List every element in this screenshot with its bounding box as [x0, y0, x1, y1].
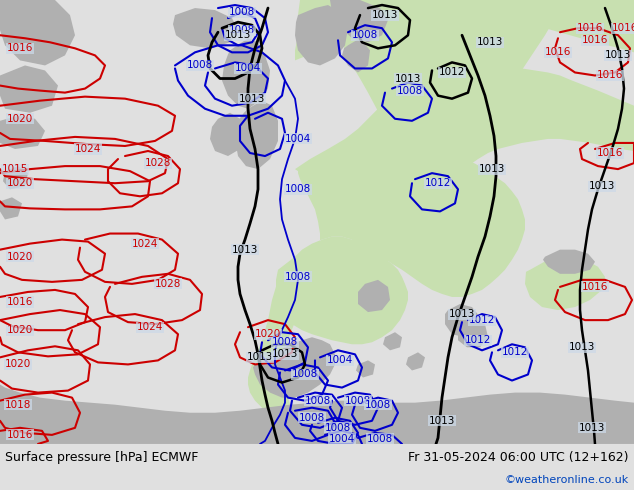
- Text: 1020: 1020: [7, 178, 33, 188]
- Text: 1018: 1018: [5, 400, 31, 410]
- Text: 1016: 1016: [597, 71, 623, 80]
- Text: 1016: 1016: [7, 430, 33, 440]
- Text: 1004: 1004: [285, 134, 311, 144]
- Polygon shape: [356, 360, 375, 377]
- Text: 1008: 1008: [299, 413, 325, 423]
- Text: 1012: 1012: [425, 178, 451, 188]
- Text: 1016: 1016: [545, 48, 571, 57]
- Text: 1013: 1013: [479, 164, 505, 174]
- Text: 1013: 1013: [589, 181, 615, 191]
- Text: 1016: 1016: [582, 282, 608, 292]
- Text: 1020: 1020: [7, 252, 33, 262]
- Text: 1008: 1008: [187, 60, 213, 71]
- Text: 1020: 1020: [7, 325, 33, 335]
- Polygon shape: [0, 0, 75, 66]
- Text: 1013: 1013: [569, 343, 595, 352]
- Text: 1008: 1008: [229, 25, 255, 35]
- Text: 1012: 1012: [465, 335, 491, 345]
- Polygon shape: [0, 116, 45, 149]
- Polygon shape: [295, 5, 348, 66]
- Text: ©weatheronline.co.uk: ©weatheronline.co.uk: [505, 475, 629, 485]
- Text: 1008: 1008: [229, 7, 255, 17]
- Text: 1016: 1016: [577, 23, 603, 33]
- Text: 1020: 1020: [255, 329, 281, 339]
- Polygon shape: [0, 383, 634, 444]
- Text: 1013: 1013: [579, 423, 605, 433]
- Text: 1013: 1013: [605, 50, 631, 60]
- Polygon shape: [306, 290, 350, 320]
- Text: 1008: 1008: [345, 395, 371, 406]
- Text: 1016: 1016: [7, 297, 33, 307]
- Text: 1008: 1008: [352, 30, 378, 40]
- Text: 1004: 1004: [235, 63, 261, 74]
- Text: 1013: 1013: [225, 30, 251, 40]
- Polygon shape: [358, 280, 390, 312]
- Text: 1016: 1016: [612, 23, 634, 33]
- Text: 1012: 1012: [439, 68, 465, 77]
- Text: 1013: 1013: [232, 245, 258, 255]
- Polygon shape: [173, 8, 238, 49]
- Polygon shape: [330, 0, 388, 42]
- Text: 1008: 1008: [292, 369, 318, 379]
- Text: 1020: 1020: [7, 114, 33, 124]
- Polygon shape: [248, 149, 525, 444]
- Polygon shape: [210, 113, 244, 156]
- Text: 1016: 1016: [597, 148, 623, 158]
- Text: 1020: 1020: [5, 359, 31, 369]
- Text: 1008: 1008: [397, 86, 423, 96]
- Text: 1008: 1008: [305, 395, 331, 406]
- Text: 1013: 1013: [372, 10, 398, 20]
- Text: 1012: 1012: [469, 315, 495, 325]
- Text: 1004: 1004: [329, 434, 355, 444]
- Text: 1016: 1016: [582, 35, 608, 45]
- Text: 1015: 1015: [2, 164, 28, 174]
- Text: 1024: 1024: [75, 144, 101, 154]
- Text: 1008: 1008: [285, 272, 311, 282]
- Polygon shape: [3, 166, 28, 189]
- Polygon shape: [0, 197, 22, 220]
- Polygon shape: [0, 66, 58, 113]
- Polygon shape: [402, 186, 508, 264]
- Polygon shape: [543, 249, 595, 274]
- Text: 1013: 1013: [395, 74, 421, 83]
- Polygon shape: [525, 257, 605, 310]
- Text: 1013: 1013: [239, 94, 265, 104]
- Polygon shape: [342, 229, 390, 284]
- Polygon shape: [458, 320, 488, 347]
- Text: 1008: 1008: [272, 337, 298, 347]
- Polygon shape: [295, 69, 634, 193]
- Text: 1013: 1013: [272, 349, 298, 359]
- Polygon shape: [342, 38, 370, 73]
- Polygon shape: [445, 304, 480, 337]
- Text: Fr 31-05-2024 06:00 UTC (12+162): Fr 31-05-2024 06:00 UTC (12+162): [408, 451, 629, 465]
- Polygon shape: [406, 352, 425, 370]
- Polygon shape: [253, 337, 335, 397]
- Polygon shape: [342, 0, 560, 173]
- Polygon shape: [295, 0, 634, 60]
- Polygon shape: [276, 237, 408, 344]
- Text: 1013: 1013: [429, 416, 455, 426]
- Text: 1008: 1008: [285, 184, 311, 194]
- Text: 1013: 1013: [247, 352, 273, 363]
- Text: 1004: 1004: [327, 355, 353, 366]
- Text: 1028: 1028: [155, 279, 181, 289]
- Text: 1008: 1008: [365, 400, 391, 410]
- Text: 1012: 1012: [502, 347, 528, 357]
- Text: 1013: 1013: [449, 309, 476, 319]
- Text: 1008: 1008: [367, 434, 393, 444]
- Text: 1008: 1008: [325, 423, 351, 433]
- Polygon shape: [235, 100, 278, 169]
- Text: 1028: 1028: [145, 158, 171, 168]
- Polygon shape: [222, 38, 270, 109]
- Text: 1013: 1013: [477, 37, 503, 47]
- Text: Surface pressure [hPa] ECMWF: Surface pressure [hPa] ECMWF: [5, 451, 198, 465]
- Polygon shape: [383, 332, 402, 350]
- Text: 1024: 1024: [137, 322, 163, 332]
- Text: 1016: 1016: [7, 43, 33, 53]
- Text: 1024: 1024: [132, 239, 158, 248]
